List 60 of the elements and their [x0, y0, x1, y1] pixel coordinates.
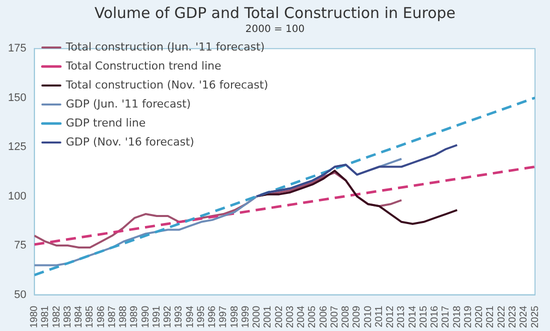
y-tick-label: 125 [8, 141, 26, 154]
x-tick-label: 1987 [106, 305, 118, 328]
x-tick-label: 2014 [407, 305, 418, 328]
x-tick-label: 2011 [374, 305, 385, 328]
x-tick-label: 1992 [162, 305, 174, 328]
x-tick-label: 2018 [452, 305, 463, 328]
y-tick-label: 175 [8, 42, 26, 55]
y-tick-label: 50 [14, 288, 26, 301]
legend-label: Total construction (Nov. '16 forecast) [64, 78, 268, 92]
x-tick-label: 1984 [74, 305, 85, 328]
x-tick-label: 1989 [129, 305, 140, 328]
x-tick-label: 2009 [352, 305, 363, 328]
x-tick-label: 2017 [440, 305, 452, 328]
x-tick-label: 1980 [29, 305, 40, 328]
legend-label: GDP (Jun. '11 forecast) [66, 97, 191, 110]
x-tick-label: 1982 [51, 305, 62, 328]
x-tick-label: 1990 [140, 305, 152, 328]
x-tick-label: 2012 [385, 305, 396, 328]
legend-label: Total construction (Jun. '11 forecast) [64, 40, 265, 54]
x-tick-label: 2007 [329, 305, 340, 328]
x-tick-label: 2004 [296, 305, 308, 328]
x-tick-label: 1994 [184, 305, 196, 328]
legend-label: Total Construction trend line [64, 59, 222, 72]
y-tick-label: 100 [8, 190, 26, 202]
chart-title: Volume of GDP and Total Construction in Europe [93, 4, 457, 22]
x-tick-label: 1988 [118, 305, 130, 328]
x-tick-label: 2016 [430, 305, 441, 328]
x-tick-label: 2003 [284, 305, 296, 328]
x-tick-label: 1981 [40, 305, 52, 328]
x-tick-label: 2013 [396, 305, 408, 328]
x-tick-label: 2005 [307, 305, 318, 328]
x-tick-label: 1997 [218, 305, 230, 328]
x-tick-label: 2000 [252, 305, 263, 328]
x-tick-label: 2008 [340, 305, 352, 328]
y-tick-label: 150 [8, 92, 26, 104]
x-tick-label: 2006 [318, 305, 330, 328]
x-tick-label: 1993 [174, 305, 185, 328]
x-tick-label: 2025 [530, 305, 541, 328]
x-tick-label: 1991 [151, 305, 162, 328]
x-tick-label: 1985 [84, 305, 96, 328]
x-tick-label: 2021 [485, 305, 496, 328]
chart-subtitle: 2000 = 100 [244, 24, 306, 35]
x-tick-label: 2019 [462, 305, 474, 328]
x-tick-label: 2001 [262, 305, 274, 328]
y-tick-label: 75 [14, 240, 26, 252]
x-tick-label: 2002 [274, 305, 285, 328]
x-tick-label: 1999 [240, 305, 252, 328]
x-tick-label: 2010 [362, 305, 374, 328]
x-tick-label: 2020 [474, 305, 486, 328]
x-tick-label: 2024 [518, 305, 530, 328]
x-tick-label: 2015 [418, 305, 430, 328]
x-tick-label: 1986 [96, 305, 107, 328]
x-tick-label: 2022 [496, 305, 508, 328]
x-tick-label: 1996 [207, 305, 218, 328]
legend-label: GDP (Nov. '16 forecast) [66, 135, 194, 148]
x-tick-label: 2023 [508, 305, 518, 328]
x-tick-label: 1983 [62, 305, 74, 328]
legend-label: GDP trend line [66, 116, 146, 130]
x-tick-label: 1995 [196, 305, 207, 328]
x-tick-label: 1998 [229, 305, 240, 328]
